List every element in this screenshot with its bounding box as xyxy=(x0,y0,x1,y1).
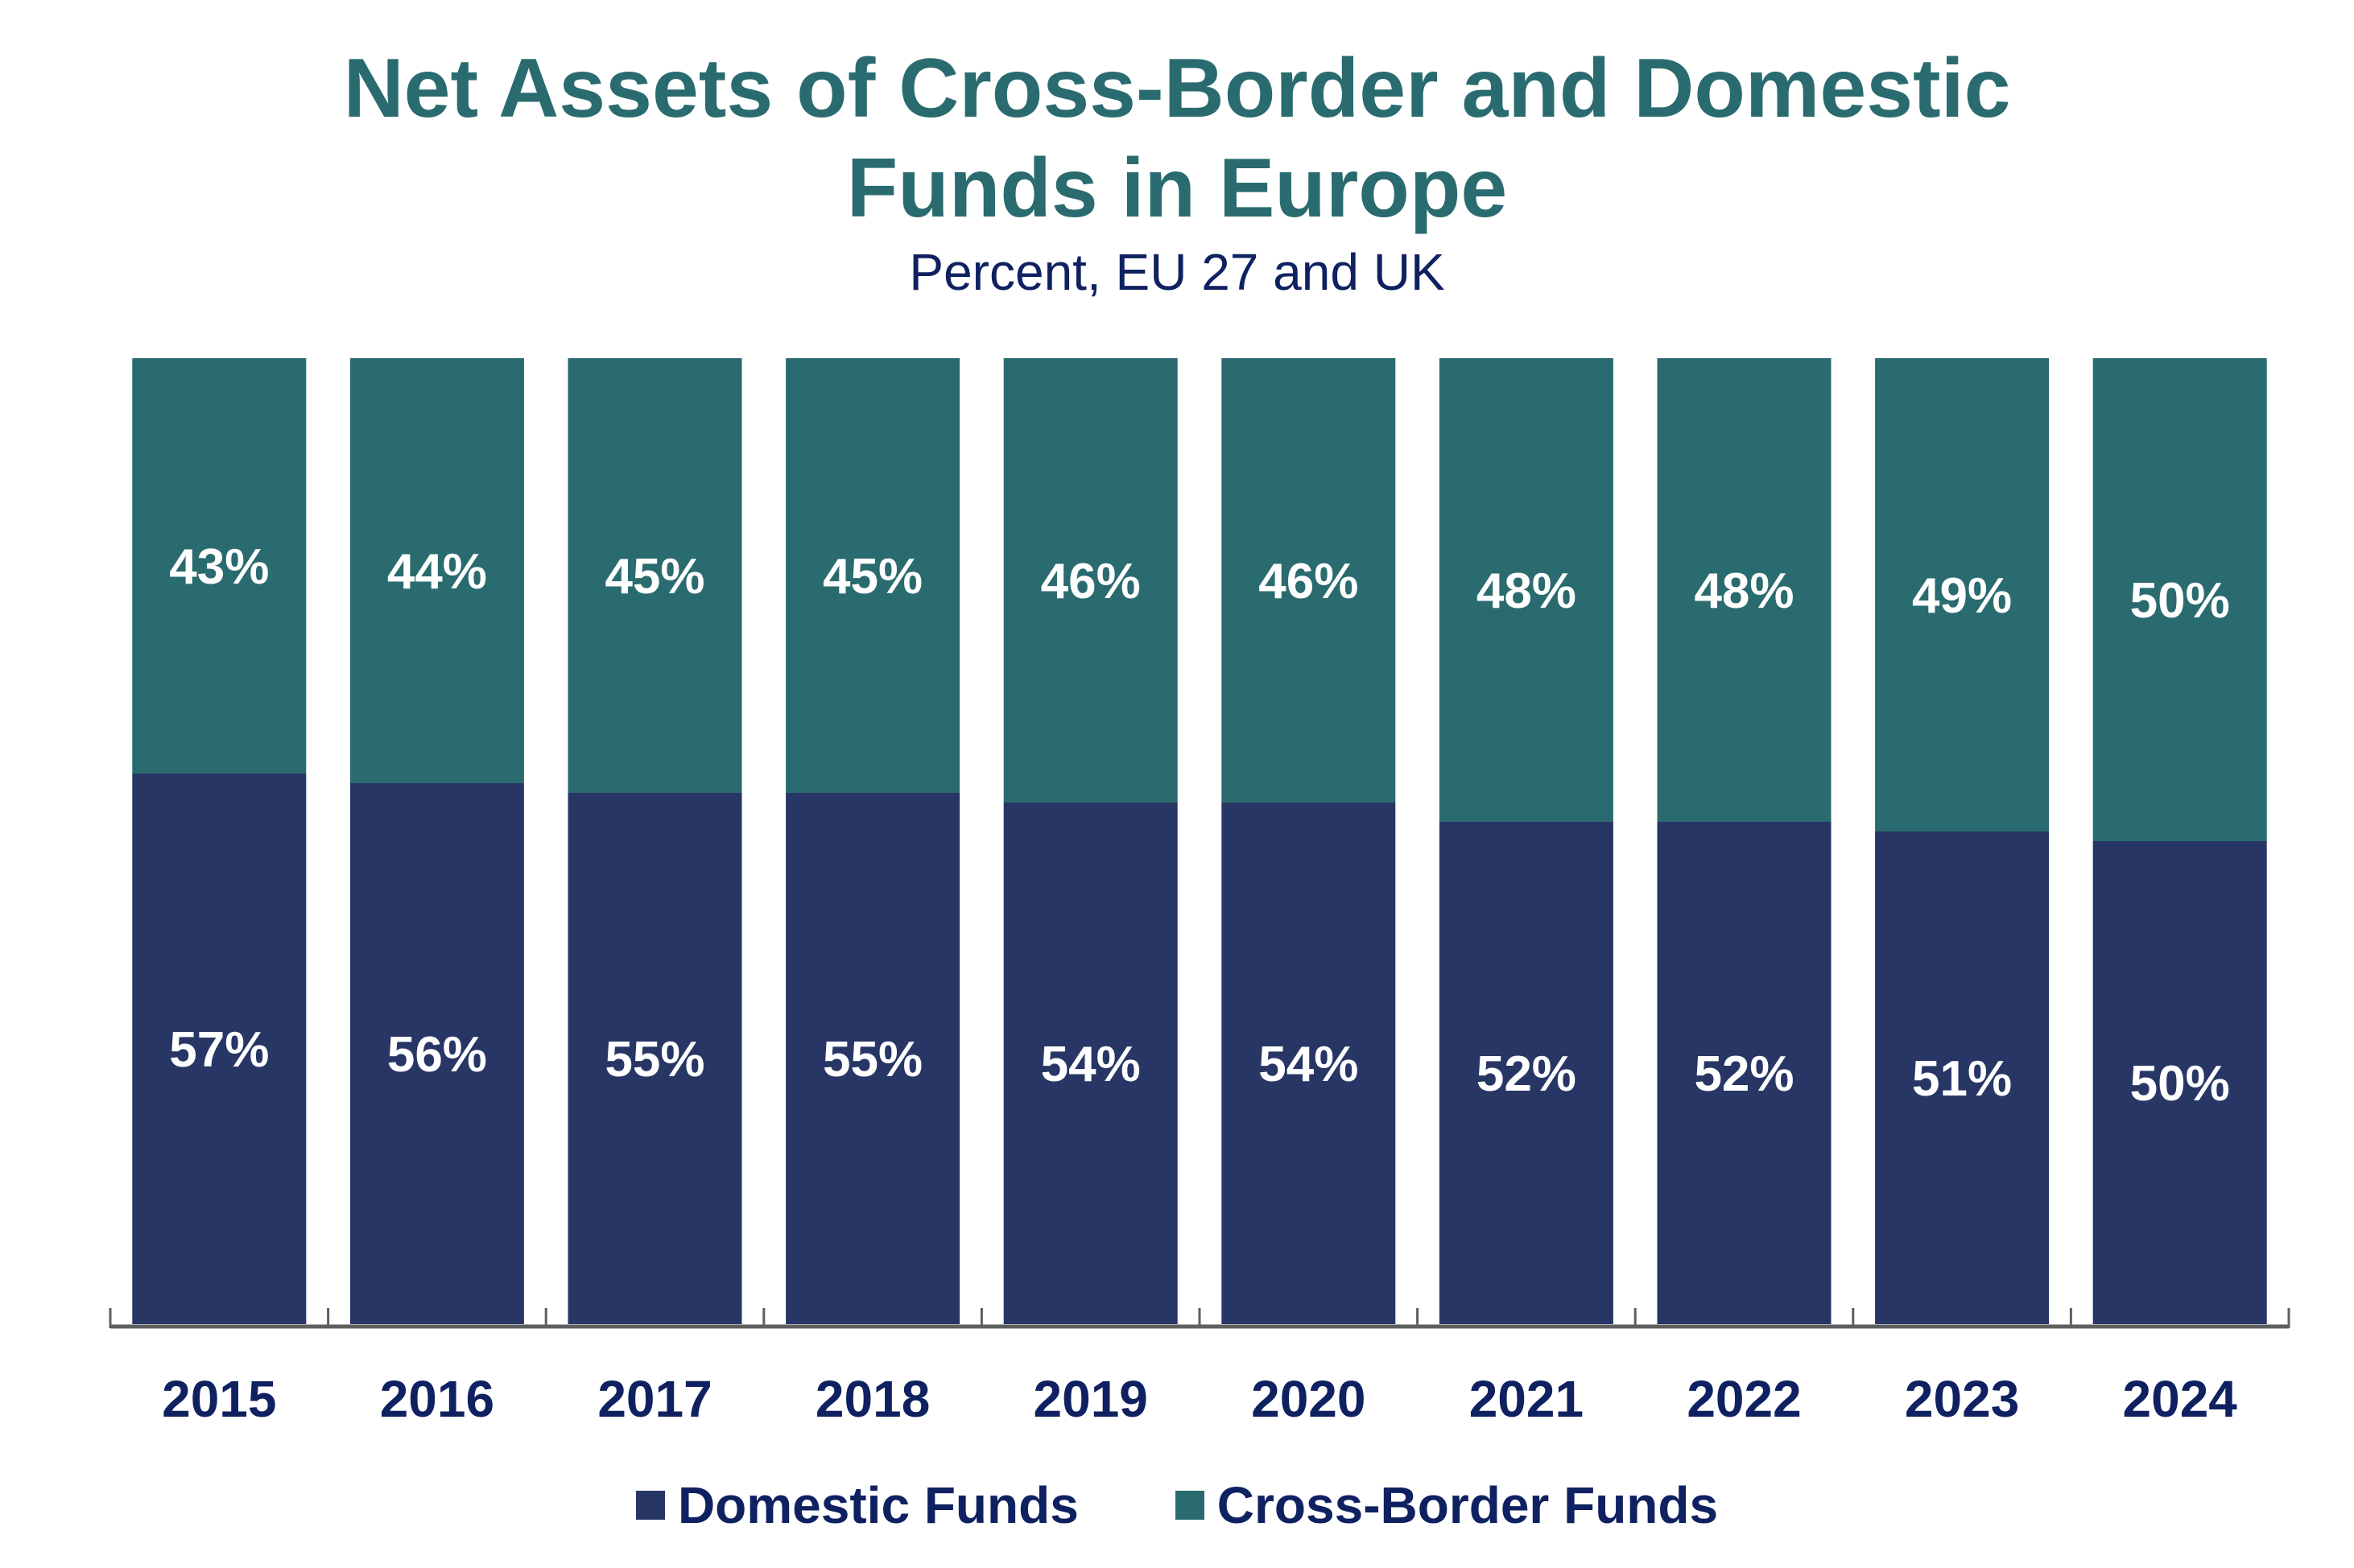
bar-domestic-2021 xyxy=(1439,822,1613,1324)
legend-item-cross-border: Cross-Border Funds xyxy=(1175,1473,1718,1537)
label-domestic-2022: 52% xyxy=(1694,1046,1794,1102)
label-cross-border-2017: 45% xyxy=(605,549,704,605)
bar-cross-border-2019 xyxy=(1003,358,1178,803)
label-cross-border-2018: 45% xyxy=(823,549,923,605)
x-tick-label-2016: 2016 xyxy=(380,1370,494,1428)
legend-swatch-cross-border xyxy=(1175,1491,1204,1520)
x-tick-labels: 2015 2016 2017 2018 2019 2020 2021 2022 2023 2024 xyxy=(162,1370,2237,1428)
label-cross-border-2024: 50% xyxy=(2130,573,2230,629)
label-domestic-2017: 55% xyxy=(605,1032,704,1087)
chart-subtitle: Percent, EU 27 and UK xyxy=(909,243,1445,301)
x-tick-label-2017: 2017 xyxy=(597,1370,712,1428)
bar-domestic-2022 xyxy=(1657,822,1832,1324)
bars-group xyxy=(132,358,2267,1324)
bar-cross-border-2018 xyxy=(786,358,960,793)
label-domestic-2019: 54% xyxy=(1041,1037,1141,1092)
label-cross-border-2016: 44% xyxy=(387,544,487,600)
x-axis xyxy=(109,1308,2290,1329)
bar-domestic-2023 xyxy=(1875,831,2050,1324)
legend-label-cross-border: Cross-Border Funds xyxy=(1216,1476,1719,1534)
label-cross-border-2021: 48% xyxy=(1476,563,1576,619)
bar-cross-border-2017 xyxy=(568,358,742,793)
x-tick-label-2024: 2024 xyxy=(2123,1370,2238,1428)
bar-domestic-2019 xyxy=(1003,803,1178,1324)
bar-domestic-2018 xyxy=(786,793,960,1324)
x-tick-label-2023: 2023 xyxy=(1905,1370,2019,1428)
label-domestic-2018: 55% xyxy=(823,1032,923,1087)
bar-cross-border-2024 xyxy=(2092,358,2267,841)
x-tick-label-2020: 2020 xyxy=(1251,1370,1365,1428)
legend-item-domestic: Domestic Funds xyxy=(635,1473,1079,1537)
bar-cross-border-2022 xyxy=(1657,358,1832,822)
legend: Domestic Funds Cross-Border Funds xyxy=(0,1473,2354,1537)
bar-cross-border-2015 xyxy=(132,358,307,774)
value-labels-group: 57% 43% 56% 44% 55% 45% 55% 45% 54% 46% 54% 46% 52% 4… xyxy=(169,539,2229,1112)
label-domestic-2020: 54% xyxy=(1258,1037,1358,1092)
label-domestic-2016: 56% xyxy=(387,1027,487,1083)
label-domestic-2023: 51% xyxy=(1912,1051,2012,1107)
bar-domestic-2017 xyxy=(568,793,742,1324)
bar-domestic-2024 xyxy=(2092,841,2267,1324)
x-tick-label-2021: 2021 xyxy=(1469,1370,1584,1428)
label-cross-border-2019: 46% xyxy=(1041,554,1141,609)
chart-title-line-1: Net Assets of Cross-Border and Domestic xyxy=(343,42,2011,135)
bar-cross-border-2023 xyxy=(1875,358,2050,831)
label-domestic-2015: 57% xyxy=(169,1022,269,1078)
bar-cross-border-2016 xyxy=(349,358,524,783)
x-tick-label-2015: 2015 xyxy=(162,1370,276,1428)
legend-swatch-domestic xyxy=(635,1491,665,1520)
bar-cross-border-2021 xyxy=(1439,358,1613,822)
bar-domestic-2016 xyxy=(349,783,524,1324)
bar-cross-border-2020 xyxy=(1221,358,1396,803)
label-domestic-2021: 52% xyxy=(1476,1046,1576,1102)
chart-title: Net Assets of Cross-Border and Domestic … xyxy=(0,39,2354,238)
bar-domestic-2020 xyxy=(1221,803,1396,1324)
label-cross-border-2015: 43% xyxy=(169,539,269,595)
x-tick-label-2018: 2018 xyxy=(816,1370,930,1428)
label-cross-border-2023: 49% xyxy=(1912,568,2012,624)
x-tick-label-2022: 2022 xyxy=(1687,1370,1801,1428)
label-cross-border-2020: 46% xyxy=(1258,554,1358,609)
chart-title-line-2: Funds in Europe xyxy=(846,142,1508,235)
bar-domestic-2015 xyxy=(132,774,307,1324)
label-cross-border-2022: 48% xyxy=(1694,563,1794,619)
label-domestic-2024: 50% xyxy=(2130,1056,2230,1112)
legend-label-domestic: Domestic Funds xyxy=(677,1476,1079,1534)
x-tick-label-2019: 2019 xyxy=(1034,1370,1148,1428)
